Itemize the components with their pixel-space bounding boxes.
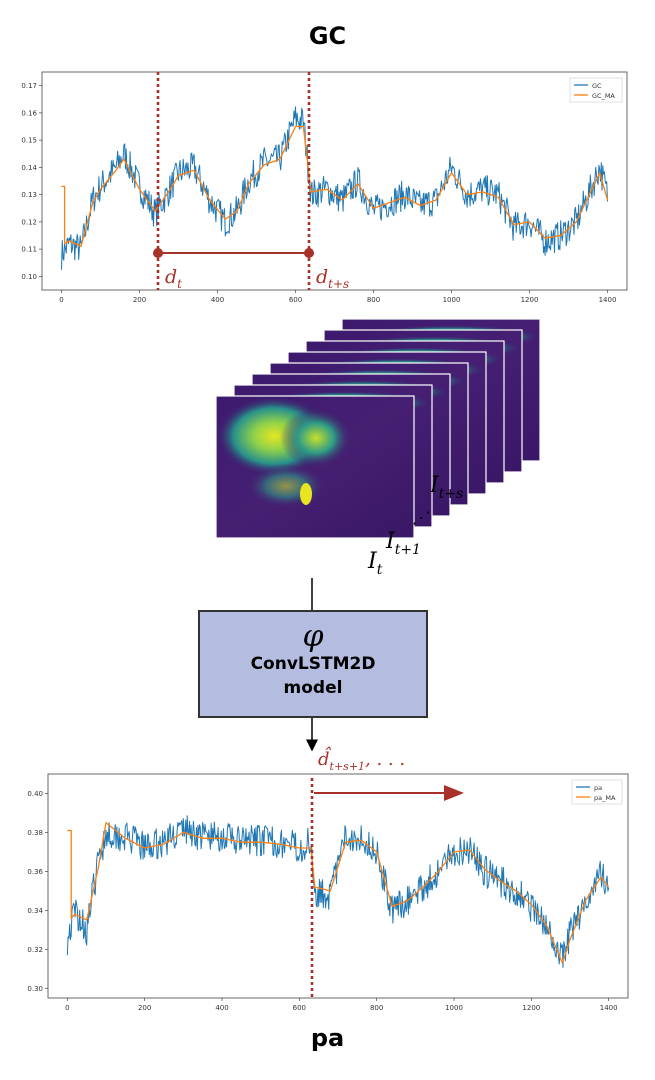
frame-label-first: It [367,549,383,578]
top-y-tick-label: 0.13 [21,191,37,199]
top-y-tick-label: 0.15 [21,137,37,145]
top-y-tick-label: 0.14 [21,164,37,172]
window-start-label: dt [165,266,182,291]
top-x-tick-label: 400 [211,296,224,304]
top-y-tick-label: 0.16 [21,109,37,117]
bottom-series-pa-line [66,815,610,968]
plume-lobe [280,408,352,468]
top-legend-box [569,77,623,103]
bottom-series-pa-ma-line [67,822,610,964]
bottom-chart-frame [47,773,629,999]
plume-tail [246,464,326,508]
top-x-tick-label: 600 [289,296,302,304]
top-legend-label-gc: GC [592,82,602,90]
top-y-tick-label: 0.10 [21,273,37,281]
top-x-tick-label: 1400 [599,296,617,304]
model-name-line2: model [283,678,343,698]
bottom-x-tick-label: 1000 [445,1004,463,1012]
bottom-y-tick-label: 0.38 [27,829,43,837]
frames-ellipsis: ⋰ [412,508,430,527]
bottom-y-tick-label: 0.30 [27,985,43,993]
bottom-x-tick-label: 800 [370,1004,383,1012]
top-x-tick-label: 0 [59,296,63,304]
convlstm-model-box: φ ConvLSTM2D model [198,610,428,718]
bottom-chart: 0 200 400 600 800 1000 1200 1400 0.30 0.32 0.34 0.… [27,773,629,1012]
top-y-tick-label: 0.12 [21,218,37,226]
bottom-legend-label-pa: pa [594,784,602,792]
top-legend-label-gc-ma: GC_MA [592,92,615,100]
bottom-chart-title: pa [310,1024,345,1052]
top-x-tick-label: 1000 [443,296,461,304]
prediction-label: d̂t+s+1, . . . [318,745,405,773]
bottom-x-tick-label: 1400 [600,1004,618,1012]
bottom-legend-label-pa-ma: pa_MA [594,794,616,802]
top-chart: 0 200 400 600 800 1000 1200 1400 0.10 0.11 0.12 0.… [21,71,628,304]
top-chart-legend: GC GC_MA [569,77,623,103]
top-x-tick-label: 200 [133,296,146,304]
bottom-x-tick-label: 600 [293,1004,306,1012]
model-name-line1: ConvLSTM2D [250,654,376,674]
top-x-tick-label: 800 [367,296,380,304]
bottom-y-tick-label: 0.34 [27,907,43,915]
window-end-label: dt+s [316,266,349,291]
top-series-gc-line [61,106,608,270]
bottom-y-tick-label: 0.36 [27,868,43,876]
top-series-gc-ma-line [61,125,609,248]
top-y-tick-label: 0.11 [21,246,37,254]
top-x-tick-label: 1200 [521,296,539,304]
bottom-chart-legend: pa pa_MA [571,779,623,805]
bottom-x-tick-label: 200 [138,1004,151,1012]
bottom-x-tick-label: 0 [65,1004,69,1012]
plume-hotspot [300,483,312,505]
bottom-y-tick-label: 0.40 [27,790,43,798]
image-frame-stack [215,318,541,539]
model-symbol: φ [302,619,324,654]
bottom-x-tick-label: 1200 [522,1004,540,1012]
frame-label-last: It+s [429,473,463,502]
frame-label-second: It+1 [385,529,421,558]
top-y-tick-label: 0.17 [21,82,37,90]
bottom-legend-box [571,779,623,805]
top-chart-frame [41,71,628,291]
bottom-y-tick-label: 0.32 [27,946,43,954]
bottom-x-tick-label: 400 [215,1004,228,1012]
image-frame [215,395,415,539]
top-chart-title: GC [308,22,347,50]
